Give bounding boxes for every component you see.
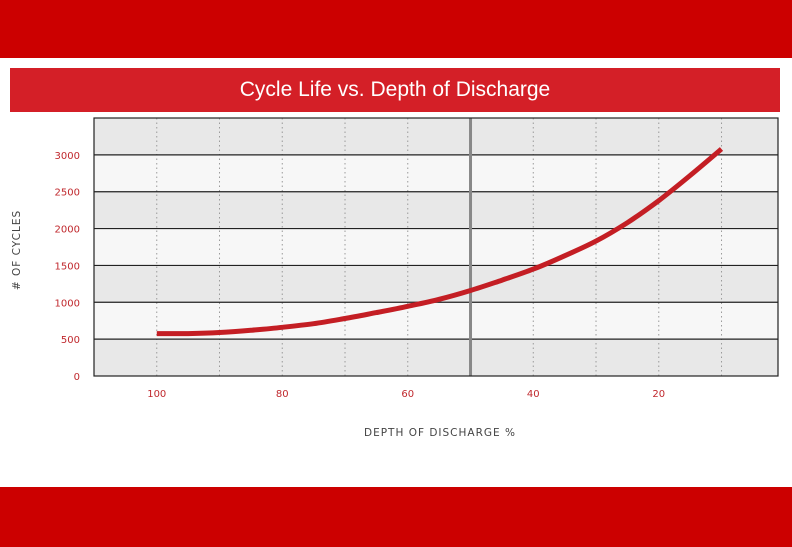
x-axis-label: DEPTH OF DISCHARGE %: [364, 427, 516, 439]
horizontal-gridlines: [94, 154, 778, 340]
y-tick-label: 3000: [55, 151, 80, 162]
y-axis-label: # OF CYCLES: [11, 210, 23, 290]
y-tick-label: 2000: [55, 225, 80, 236]
y-tick-label: 500: [61, 335, 80, 346]
x-tick-label: 40: [527, 389, 540, 400]
y-tick-label: 1500: [55, 261, 80, 272]
plot-background: [94, 118, 778, 376]
x-tick-label: 80: [276, 389, 289, 400]
bottom-banner: [0, 487, 792, 547]
y-tick-label: 0: [74, 372, 80, 383]
y-tick-label: 2500: [55, 188, 80, 199]
top-banner: [0, 0, 792, 58]
x-tick-label: 100: [147, 389, 166, 400]
x-tick-label: 20: [652, 389, 665, 400]
plot-band: [94, 191, 778, 229]
y-tick-labels: 0 500 1000 1500 2000 2500 3000: [55, 151, 80, 383]
x-tick-labels: 100 80 60 40 20: [147, 389, 665, 400]
plot-band: [94, 228, 778, 266]
chart-title: Cycle Life vs. Depth of Discharge: [10, 68, 780, 112]
x-tick-label: 60: [401, 389, 414, 400]
plot-frame: [93, 117, 779, 377]
plot-band: [94, 118, 778, 155]
plot-band: [94, 339, 778, 376]
plot-band: [94, 265, 778, 303]
plot-band: [94, 154, 778, 192]
series-line: [156, 147, 724, 337]
y-tick-label: 1000: [55, 298, 80, 309]
